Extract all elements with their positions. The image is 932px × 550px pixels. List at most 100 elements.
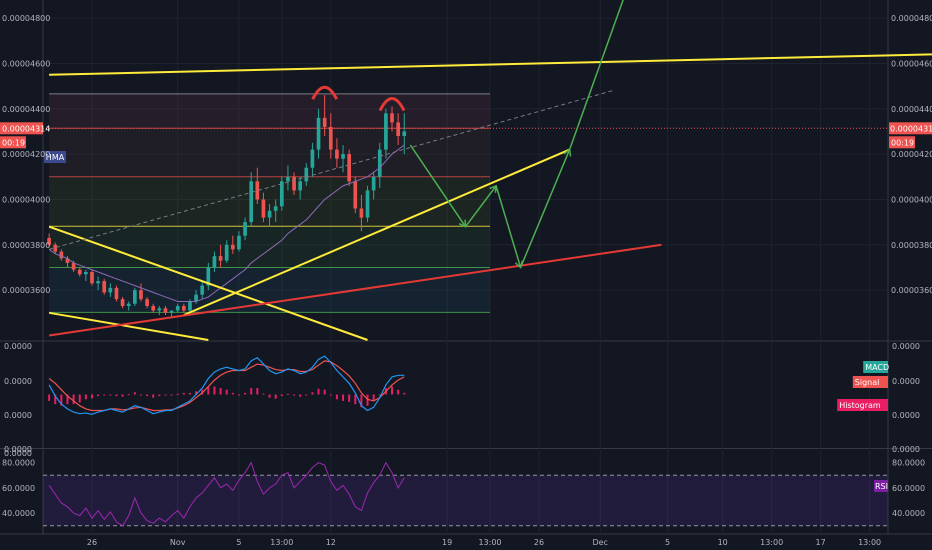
moving-average-line [48,144,405,302]
candle-body [230,244,235,250]
macd-histogram-bar [354,394,357,405]
candle-body [169,310,174,313]
rsi-line [48,461,405,527]
countdown-tag-bg-right [889,136,915,149]
candle [371,172,376,200]
macd-y-tick-right: 0.0000 [892,445,920,454]
candle [84,269,88,282]
candle [157,306,162,316]
rsi-y-tick-left: 40.0000 [2,509,35,518]
rsi-legend-label: RSI [875,482,888,491]
last-price-tag-left: 0.00004314 [2,124,50,133]
candle [139,283,143,302]
y-tick-label-right: 0.00004200 [891,150,932,159]
rsi-pane[interactable] [43,461,888,527]
candle [200,281,205,300]
candle [230,235,235,254]
symbol-tag-bg [44,151,66,163]
candle-body [126,303,131,306]
candle [322,95,327,136]
countdown-tag-bg-left [0,136,26,149]
macd-legend-bg [863,361,888,373]
macd-pane[interactable] [48,355,406,415]
projection-arrow-segment [409,144,467,228]
macd-histogram-bar [146,394,149,397]
candle-body [279,181,284,207]
macd-histogram-bar [188,392,191,395]
macd-histogram-bar [244,392,247,395]
candle-body [133,290,137,304]
candle-body [341,154,345,159]
macd-histogram-bar [54,394,57,405]
macd-histogram-bar [115,394,118,397]
trendline-rising-support [183,148,570,316]
y-tick-label-left: 0.00003600 [2,286,50,295]
candle-body [114,287,119,300]
candle-body [53,244,58,252]
macd-histogram-bar [342,394,345,401]
candle-body [47,238,51,245]
x-tick-label: 26 [87,538,97,547]
candle [102,278,107,295]
candle-body [396,122,400,136]
macd-histogram-bar [360,394,363,408]
macd-histogram-bar [84,394,87,400]
candle-body [139,290,143,300]
candle-body [298,181,303,191]
candle [402,113,407,155]
candle [145,296,149,309]
macd-histogram-bar [305,394,308,396]
candle-body [71,262,76,270]
y-tick-label-right: 0.00004800 [891,14,932,23]
pattern-arc [311,85,339,100]
candle-body [255,181,260,200]
candle [273,199,278,223]
macd-histogram-bar [72,394,75,405]
y-tick-label-left: 0.00003800 [2,241,50,250]
macd-y-tick-right: 0.0000 [892,411,920,420]
macd-legend-label: MACD [865,363,889,372]
macd-histogram-bar [366,394,369,406]
candle-body [77,269,82,275]
candle [298,176,303,200]
candle-body [261,199,266,218]
candle [114,285,119,302]
candle [212,251,217,272]
candle-body [249,181,254,223]
candle [267,204,272,227]
macd-y-tick-right: 0.0000 [892,377,920,386]
macd-histogram-bar [286,393,289,395]
candle-body [181,306,186,311]
y-tick-label-right: 0.00004600 [891,59,932,68]
candle [292,172,296,195]
x-tick-label: 13:00 [270,538,293,547]
macd-legend-bg [837,399,888,411]
candle [206,262,211,291]
candle-body [157,308,162,311]
macd-histogram-bar [121,394,124,397]
macd-histogram-bar [391,386,394,395]
candle-body [96,281,100,284]
macd-y-tick-right: 0.0000 [892,342,920,351]
candle [243,217,247,241]
candle [304,163,309,186]
macd-legend-label: Histogram [839,401,881,410]
candle [347,149,351,186]
candle [328,113,333,159]
price-candles[interactable] [47,95,407,318]
macd-histogram-bar [207,386,210,395]
macd-y-tick-left: 0.0000 [4,445,32,454]
rsi-y-tick-right: 60.0000 [892,484,925,493]
candle-body [65,258,70,263]
macd-histogram-bar [403,392,406,395]
y-tick-label-right: 0.00003800 [891,241,932,250]
last-price-tag-bg-left [0,122,43,135]
candle [53,242,58,254]
macd-histogram-bar [268,394,271,398]
candle-body [304,167,309,182]
y-tick-label-left: 0.00004400 [2,105,50,114]
macd-y-tick-left: 0.0000 [4,342,32,351]
candle-body [237,235,241,250]
